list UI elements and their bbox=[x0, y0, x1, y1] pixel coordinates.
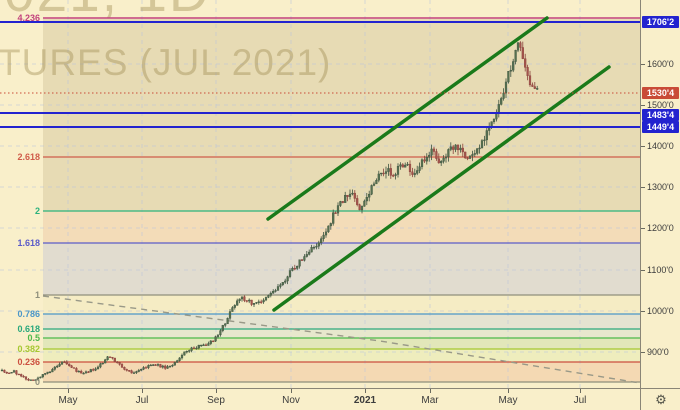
price-tick-mark bbox=[641, 228, 645, 229]
price-tick-label: 1400'0 bbox=[647, 141, 674, 151]
fib-zone bbox=[43, 314, 640, 329]
time-tick bbox=[142, 389, 143, 393]
price-tick-mark bbox=[641, 146, 645, 147]
price-tick-mark bbox=[641, 311, 645, 312]
time-tick bbox=[365, 389, 366, 393]
candlestick-series[interactable] bbox=[0, 41, 539, 382]
fib-zone bbox=[43, 329, 640, 338]
time-label-mar: Mar bbox=[421, 395, 439, 406]
price-level-badge: 1706'2 bbox=[642, 16, 679, 28]
price-series-layer[interactable] bbox=[0, 0, 640, 388]
time-label-may: May bbox=[58, 395, 78, 406]
time-tick bbox=[508, 389, 509, 393]
price-level-badge: 1483'4 bbox=[642, 109, 679, 121]
time-axis[interactable]: May Jul Sep Nov 2021 Mar May Jul bbox=[0, 388, 640, 410]
price-tick-mark bbox=[641, 270, 645, 271]
price-tick-label: 1300'0 bbox=[647, 182, 674, 192]
gridlines bbox=[0, 0, 640, 388]
trend-channel-line[interactable] bbox=[266, 16, 549, 221]
price-tick-mark bbox=[641, 187, 645, 188]
price-tick-label: 1600'0 bbox=[647, 59, 674, 69]
time-tick bbox=[430, 389, 431, 393]
fib-zone bbox=[43, 295, 640, 314]
time-tick bbox=[291, 389, 292, 393]
price-scale-settings-button[interactable]: ⚙ bbox=[640, 388, 680, 410]
trend-channel-line[interactable] bbox=[272, 65, 611, 312]
price-level-badge: 1449'4 bbox=[642, 121, 679, 133]
price-tick-mark bbox=[641, 352, 645, 353]
price-axis[interactable]: 1600'0 1500'0 1400'0 1300'0 1200'0 1100'0 1000… bbox=[640, 0, 680, 388]
price-tick-mark bbox=[641, 105, 645, 106]
fib-zone bbox=[43, 338, 640, 349]
price-tick-label: 900'0 bbox=[647, 347, 669, 357]
time-tick bbox=[216, 389, 217, 393]
price-tick-label: 1200'0 bbox=[647, 223, 674, 233]
price-tick-mark bbox=[641, 64, 645, 65]
chart-canvas[interactable]: 021, 1D TURES (JUL 2021) 4.2362.61821.61… bbox=[0, 0, 640, 388]
last-price-badge: 1530'4 bbox=[642, 87, 679, 99]
price-tick-label: 1000'0 bbox=[647, 306, 674, 316]
time-tick bbox=[580, 389, 581, 393]
price-tick-label: 1500'0 bbox=[647, 100, 674, 110]
time-label-jul: Jul bbox=[135, 395, 149, 406]
gear-icon: ⚙ bbox=[655, 392, 667, 407]
time-label-jul: Jul bbox=[573, 395, 587, 406]
time-label-nov: Nov bbox=[282, 395, 300, 406]
time-label-sep: Sep bbox=[207, 395, 225, 406]
downtrend-dashed-line[interactable] bbox=[42, 295, 640, 384]
time-label-2021: 2021 bbox=[353, 395, 377, 406]
price-tick-label: 1100'0 bbox=[647, 265, 674, 275]
time-label-may: May bbox=[498, 395, 518, 406]
time-tick bbox=[68, 389, 69, 393]
fib-zone bbox=[43, 362, 640, 382]
